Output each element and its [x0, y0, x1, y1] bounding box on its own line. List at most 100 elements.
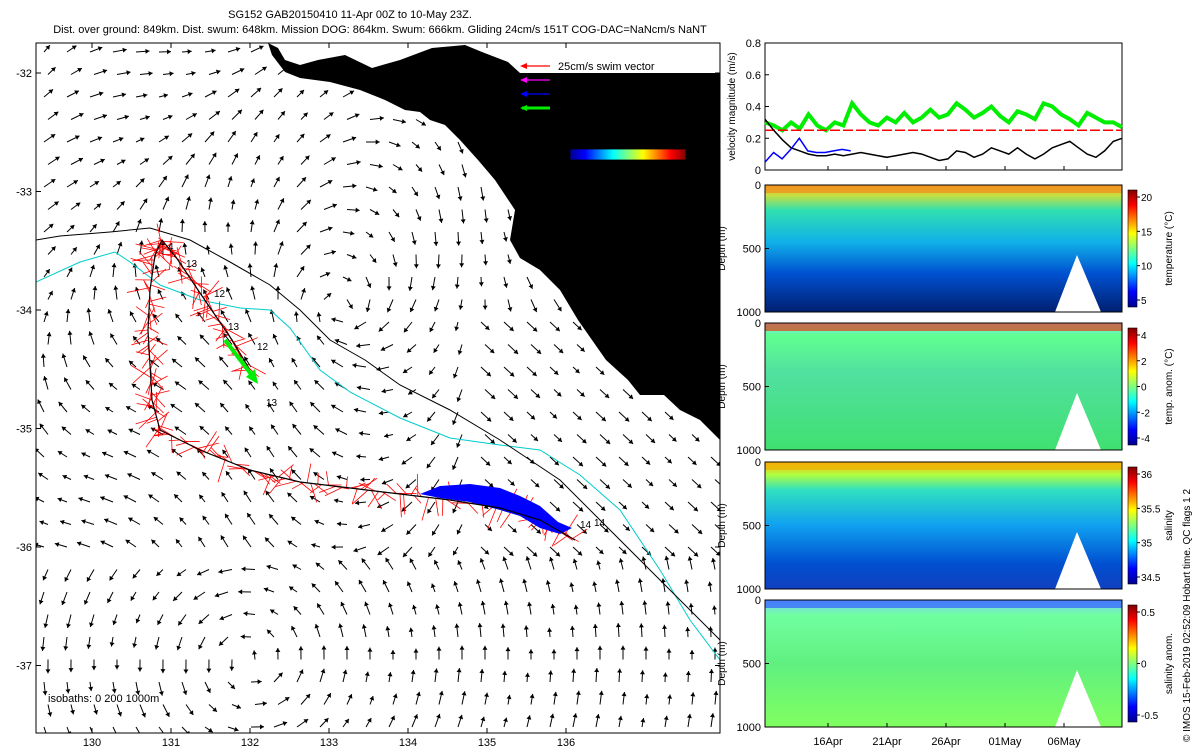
swim-vector	[190, 278, 212, 293]
surface-velocity-arrowhead	[61, 426, 67, 432]
surface-velocity-arrowhead	[275, 285, 281, 291]
date-tick-label: 06May	[1047, 736, 1081, 748]
surface-velocity-arrowhead	[291, 625, 296, 631]
swim-vector	[154, 246, 167, 258]
surface-velocity-arrowhead	[528, 284, 534, 289]
swim-vector	[167, 276, 190, 284]
surface-velocity-arrowhead	[476, 579, 481, 584]
y-tick-label: 500	[743, 659, 761, 671]
swim-vector	[349, 483, 371, 489]
surface-velocity-arrowhead	[266, 629, 272, 635]
surface-velocity-arrowhead	[503, 600, 509, 606]
surface-velocity-arrowhead	[174, 426, 180, 431]
colorbar-tick-label: -4	[1141, 434, 1150, 445]
swim-vector	[272, 478, 286, 482]
swim-vector	[149, 303, 165, 309]
surface-velocity-arrowhead	[177, 336, 183, 341]
surface-velocity-arrowhead	[550, 603, 556, 609]
surface-velocity-arrowhead	[323, 718, 329, 723]
surface-velocity-arrowhead	[427, 508, 432, 514]
surface-velocity-arrowhead	[334, 338, 340, 344]
contour-label: 12	[257, 342, 269, 353]
surface-velocity-arrowhead	[511, 527, 517, 533]
surface-velocity-arrowhead	[547, 627, 553, 632]
surface-velocity-arrowhead	[503, 283, 509, 288]
swim-vector	[148, 335, 159, 343]
land-mass	[268, 43, 720, 440]
swim-vector	[145, 382, 152, 394]
surface-velocity-arrowhead	[160, 669, 166, 674]
colorbar-tick-label: 5	[1141, 296, 1147, 307]
surface-velocity-arrowhead	[261, 66, 267, 72]
surface-velocity-arrowhead	[226, 287, 231, 293]
surface-velocity-arrowhead	[120, 201, 125, 206]
surface-velocity-arrowhead	[388, 602, 393, 608]
surface-velocity-arrowhead	[71, 45, 77, 50]
surface-velocity-arrowhead	[200, 267, 206, 273]
surface-velocity-arrowhead	[457, 560, 462, 566]
surface-velocity-arrowhead	[109, 575, 114, 581]
surface-velocity-arrowhead	[97, 46, 103, 52]
surface-velocity-arrowhead	[536, 529, 541, 534]
contour-label: 14	[594, 518, 606, 529]
surface-velocity-arrowhead	[372, 186, 378, 192]
y-axis-label: Depth (m)	[717, 503, 728, 547]
surface-velocity-arrowhead	[413, 714, 419, 719]
surface-velocity-arrowhead	[350, 230, 355, 236]
surface-velocity-arrowhead	[148, 71, 153, 77]
swim-vector	[154, 433, 169, 437]
surface-velocity-arrowhead	[486, 416, 492, 422]
swim-vector	[353, 482, 366, 489]
surface-velocity-arrowhead	[536, 349, 542, 354]
x-tick-label: 135	[478, 737, 496, 749]
surface-velocity-arrowhead	[532, 371, 537, 377]
surface-velocity-arrowhead	[153, 517, 159, 522]
surface-velocity-arrowhead	[314, 380, 320, 385]
surface-velocity-arrowhead	[403, 327, 409, 333]
surface-velocity-arrowhead	[248, 380, 253, 386]
surface-velocity-arrowhead	[340, 601, 346, 607]
swim-vector	[189, 307, 211, 317]
surface-velocity-arrowhead	[577, 325, 582, 331]
surface-velocity-arrowhead	[365, 307, 371, 313]
surface-velocity-arrowhead	[120, 159, 126, 164]
x-tick-label: 130	[83, 737, 101, 749]
surface-velocity-arrowhead	[279, 241, 284, 247]
swim-vector	[149, 296, 167, 302]
surface-velocity-arrowhead	[708, 669, 714, 674]
surface-velocity-arrowhead	[427, 416, 432, 422]
surface-velocity-arrowhead	[48, 89, 54, 94]
swim-vector	[403, 494, 406, 515]
surface-velocity-arrowhead	[265, 490, 271, 496]
surface-velocity-arrowhead	[411, 604, 417, 610]
surface-velocity-arrowhead	[433, 348, 438, 353]
swim-vector	[150, 375, 168, 386]
surface-velocity-arrowhead	[647, 416, 652, 422]
surface-velocity-arrowhead	[532, 551, 538, 557]
surface-velocity-arrowhead	[344, 646, 350, 651]
surface-velocity-arrowhead	[453, 581, 459, 586]
surface-velocity-arrowhead	[272, 381, 278, 387]
surface-velocity-arrowhead	[57, 497, 63, 503]
surface-velocity-arrowhead	[151, 472, 157, 477]
depth-section-colorbar	[1127, 327, 1138, 446]
swim-vector	[235, 463, 250, 466]
surface-velocity-arrowhead	[432, 393, 437, 399]
surface-velocity-arrowhead	[92, 224, 97, 229]
surface-velocity-arrowhead	[644, 694, 650, 699]
surface-velocity-arrowhead	[685, 671, 691, 676]
surface-velocity-arrowhead	[623, 461, 629, 466]
surface-velocity-arrowhead	[530, 414, 536, 420]
colorbar-label: temperature (°C)	[1164, 211, 1175, 286]
swim-vector	[435, 498, 439, 517]
contour-labels: 4 13 12 13 12 13 14 14	[168, 242, 606, 531]
surface-velocity-arrowhead	[100, 158, 105, 164]
surface-velocity-arrowhead	[316, 335, 322, 341]
surface-velocity-arrowhead	[243, 611, 248, 617]
surface-velocity-arrowhead	[53, 201, 59, 206]
surface-velocity-arrowhead	[331, 404, 336, 410]
surface-velocity-arrowhead	[135, 618, 141, 624]
surface-velocity-arrowhead	[303, 719, 309, 724]
surface-velocity-arrowhead	[157, 620, 162, 625]
